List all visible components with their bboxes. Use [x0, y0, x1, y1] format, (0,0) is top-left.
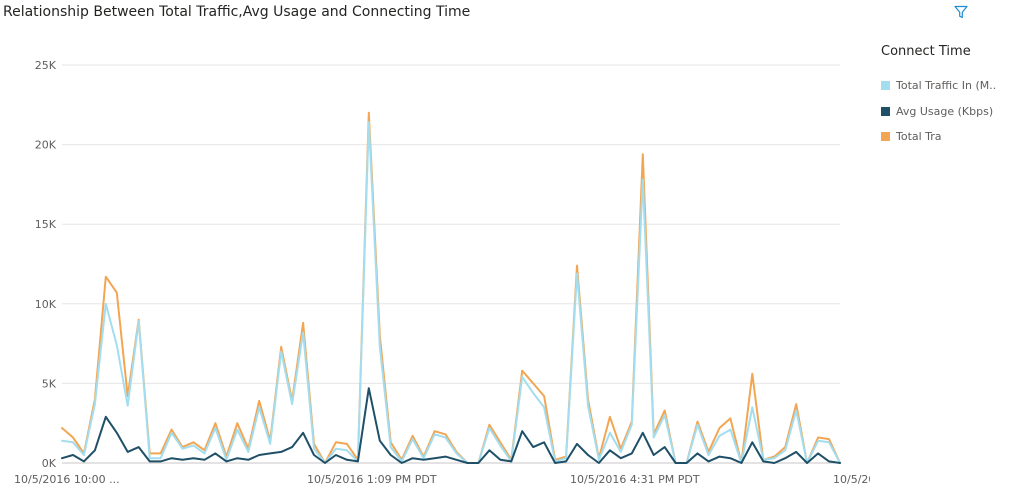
- y-tick-label: 0K: [42, 457, 57, 470]
- series-line-total-traffic-in-m: [61, 121, 841, 464]
- legend-item-total-tra[interactable]: Total Tra: [881, 124, 1006, 150]
- legend-swatch-avg-usage: [881, 106, 890, 116]
- legend: Connect Time Total Traffic In (M.. Avg U…: [881, 44, 1006, 150]
- filter-icon[interactable]: [953, 4, 969, 20]
- legend-item-avg-usage[interactable]: Avg Usage (Kbps): [881, 99, 1006, 125]
- chart-title: Relationship Between Total Traffic,Avg U…: [3, 4, 471, 20]
- legend-item-total-traffic-in[interactable]: Total Traffic In (M..: [881, 73, 1006, 99]
- legend-swatch-total-tra: [881, 132, 890, 142]
- x-tick-label: 10/5/2016 9:52 AM PDT: [833, 473, 870, 486]
- legend-label-total-traffic-in: Total Traffic In (M..: [896, 79, 997, 93]
- y-tick-label: 25K: [35, 59, 57, 72]
- y-tick-label: 10K: [35, 298, 57, 311]
- y-tick-label: 5K: [42, 377, 57, 390]
- legend-label-avg-usage: Avg Usage (Kbps): [896, 104, 994, 118]
- legend-swatch-total-traffic-in: [881, 81, 890, 91]
- filter-icon-glyph: [954, 5, 968, 19]
- x-tick-label: 10/5/2016 4:31 PM PDT: [570, 473, 700, 486]
- y-tick-label: 15K: [35, 218, 57, 231]
- x-tick-label: 10/5/2016 1:09 PM PDT: [307, 473, 437, 486]
- line-chart: 0K 5K 10K 15K 20K 25K 10/5/2016 10:00 ... 10/5/…: [14, 59, 870, 486]
- series-line-avg-usage-kbps: [61, 387, 841, 464]
- legend-title: Connect Time: [881, 44, 971, 59]
- legend-label-total-tra: Total Tra: [896, 130, 942, 144]
- x-tick-label: 10/5/2016 10:00 ...: [14, 473, 120, 486]
- series-line-total-tra: [61, 111, 841, 464]
- y-tick-label: 20K: [35, 139, 57, 152]
